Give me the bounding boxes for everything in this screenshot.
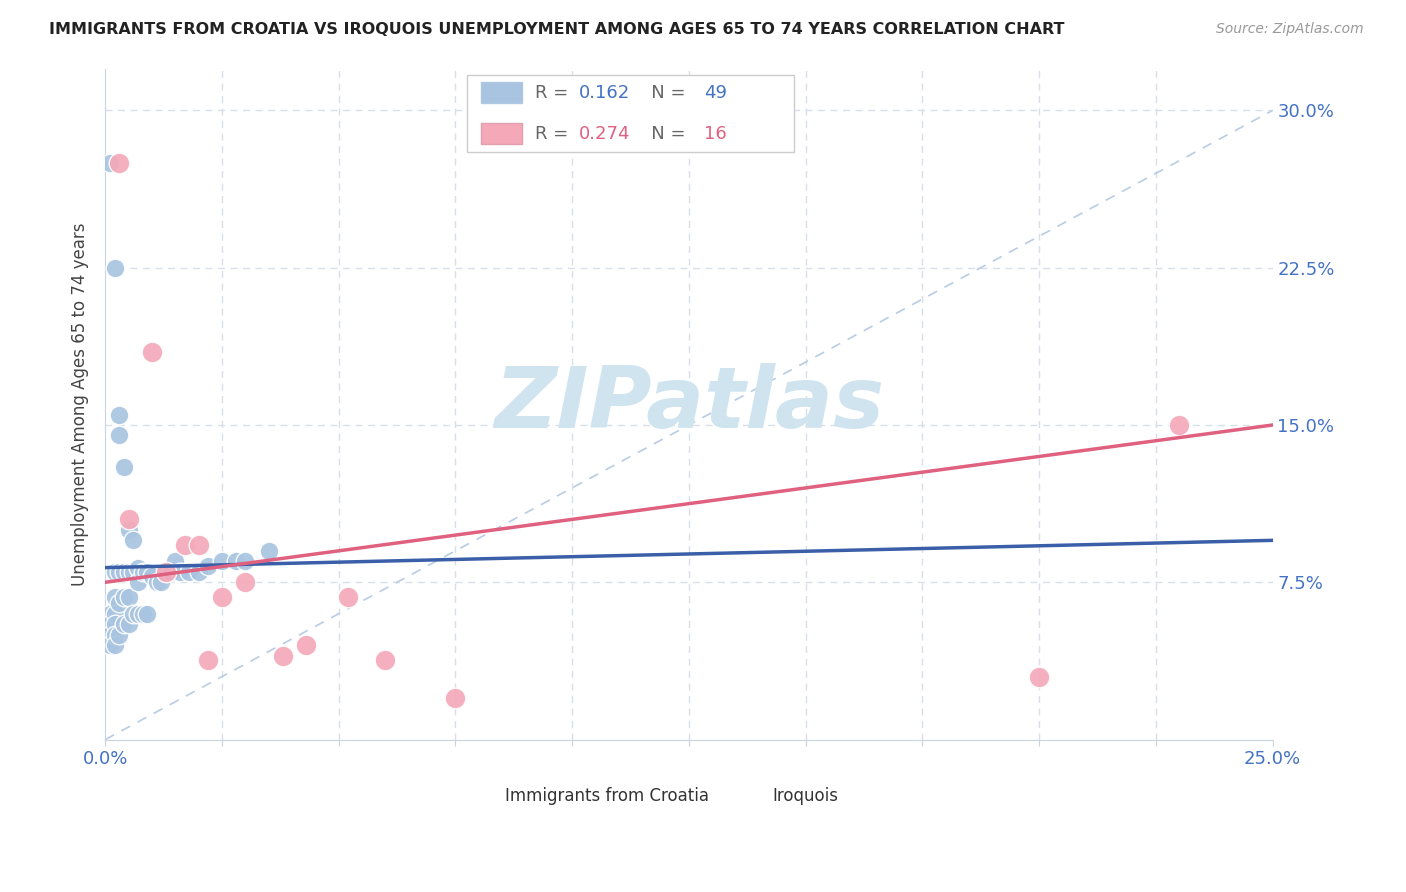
Text: Iroquois: Iroquois — [773, 787, 838, 805]
Point — [337, 590, 360, 604]
Point — [117, 617, 139, 632]
FancyBboxPatch shape — [481, 82, 522, 103]
Point — [141, 344, 163, 359]
Point — [112, 565, 135, 579]
Point — [122, 533, 145, 548]
Point — [108, 628, 131, 642]
Point — [197, 558, 219, 573]
Point — [444, 690, 467, 705]
FancyBboxPatch shape — [481, 123, 522, 145]
Point — [145, 575, 167, 590]
Point — [112, 617, 135, 632]
Point — [103, 617, 125, 632]
Point — [112, 590, 135, 604]
Point — [197, 653, 219, 667]
Point — [98, 628, 121, 642]
Point — [173, 537, 195, 551]
Point — [108, 156, 131, 170]
Point — [155, 565, 177, 579]
Point — [187, 537, 209, 551]
Point — [127, 575, 149, 590]
Point — [165, 554, 187, 568]
Point — [159, 565, 181, 579]
Point — [233, 554, 256, 568]
Point — [98, 156, 121, 170]
Text: 49: 49 — [704, 84, 727, 102]
Point — [122, 607, 145, 621]
Point — [103, 260, 125, 275]
Point — [108, 565, 131, 579]
Point — [136, 565, 159, 579]
Point — [187, 565, 209, 579]
Point — [108, 428, 131, 442]
Point — [211, 590, 233, 604]
Point — [103, 628, 125, 642]
Point — [374, 653, 396, 667]
Point — [117, 512, 139, 526]
Point — [1168, 417, 1191, 432]
Point — [103, 565, 125, 579]
Point — [169, 565, 191, 579]
Y-axis label: Unemployment Among Ages 65 to 74 years: Unemployment Among Ages 65 to 74 years — [72, 222, 89, 586]
Point — [112, 459, 135, 474]
Text: 0.274: 0.274 — [579, 125, 631, 143]
Point — [127, 607, 149, 621]
Text: 16: 16 — [704, 125, 727, 143]
Point — [127, 560, 149, 574]
Text: ZIPatlas: ZIPatlas — [494, 362, 884, 445]
Text: R =: R = — [534, 125, 574, 143]
Point — [103, 607, 125, 621]
FancyBboxPatch shape — [754, 778, 782, 797]
Text: 0.162: 0.162 — [579, 84, 630, 102]
Point — [225, 554, 247, 568]
Point — [131, 565, 153, 579]
Text: IMMIGRANTS FROM CROATIA VS IROQUOIS UNEMPLOYMENT AMONG AGES 65 TO 74 YEARS CORRE: IMMIGRANTS FROM CROATIA VS IROQUOIS UNEM… — [49, 22, 1064, 37]
Point — [98, 607, 121, 621]
Text: Source: ZipAtlas.com: Source: ZipAtlas.com — [1216, 22, 1364, 37]
Point — [155, 565, 177, 579]
Point — [141, 569, 163, 583]
Point — [1028, 670, 1050, 684]
Point — [108, 408, 131, 422]
Point — [108, 596, 131, 610]
Point — [233, 575, 256, 590]
Point — [117, 523, 139, 537]
Text: R =: R = — [534, 84, 574, 102]
Text: N =: N = — [634, 125, 692, 143]
Point — [103, 590, 125, 604]
Point — [257, 544, 280, 558]
Point — [98, 638, 121, 652]
Point — [98, 617, 121, 632]
Point — [179, 565, 201, 579]
Point — [103, 638, 125, 652]
Point — [131, 607, 153, 621]
Point — [271, 648, 294, 663]
Point — [117, 565, 139, 579]
FancyBboxPatch shape — [467, 75, 794, 153]
FancyBboxPatch shape — [543, 778, 572, 797]
Point — [117, 590, 139, 604]
Text: Immigrants from Croatia: Immigrants from Croatia — [505, 787, 709, 805]
Text: N =: N = — [634, 84, 692, 102]
Point — [122, 565, 145, 579]
Point — [295, 638, 318, 652]
Point — [136, 607, 159, 621]
Point — [211, 554, 233, 568]
Point — [150, 575, 173, 590]
